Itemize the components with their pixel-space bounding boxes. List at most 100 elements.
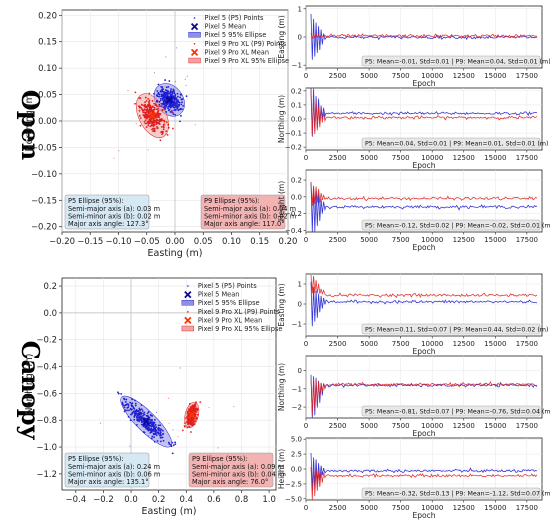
scatter-xtick-label: −0.20 xyxy=(49,237,75,247)
ts-line-p5 xyxy=(310,87,538,137)
ts-line-p9 xyxy=(310,181,538,206)
point xyxy=(145,126,148,128)
point xyxy=(150,431,153,434)
point xyxy=(146,108,149,111)
stats-box-text: P5: Mean=-0.12, Std=0.02 | P9: Mean=-0.0… xyxy=(365,222,550,229)
point xyxy=(138,420,141,423)
ts-xtick-label: 17500 xyxy=(516,154,538,162)
point xyxy=(181,429,184,432)
ts-xlabel: Epoch xyxy=(413,347,436,356)
point-outlier xyxy=(168,422,170,424)
legend-entry: Pixel 5 95% Ellipse xyxy=(198,299,260,307)
point-outlier xyxy=(177,435,179,438)
ts-line-p9 xyxy=(310,274,538,299)
stats-box-text: P5: Mean=0.11, Std=0.07 | P9: Mean=0.44,… xyxy=(365,326,548,333)
ts-xtick-label: 5000 xyxy=(360,340,378,348)
scatter-ytick-label: 0.00 xyxy=(38,117,57,127)
point xyxy=(162,130,164,133)
point xyxy=(136,423,138,426)
info-box-line: Semi-major axis (a): 0.03 m xyxy=(68,205,160,213)
ts-line-p9 xyxy=(310,91,538,136)
point xyxy=(157,112,160,115)
ts-line-p5 xyxy=(310,374,538,419)
point xyxy=(171,452,174,455)
point xyxy=(174,109,177,111)
point xyxy=(140,106,142,109)
point xyxy=(166,133,169,136)
point xyxy=(196,409,199,412)
legend-entry: Pixel 9 Pro XL Mean xyxy=(198,316,262,324)
point xyxy=(194,403,196,406)
ts-ytick-label: −0.2 xyxy=(285,144,302,152)
ts-xtick-label: 2500 xyxy=(329,154,347,162)
point xyxy=(148,92,151,95)
point xyxy=(153,102,156,105)
point xyxy=(149,109,152,112)
ts-xtick-label: 7500 xyxy=(392,340,410,348)
point xyxy=(176,95,179,98)
ts-xtick-label: 12500 xyxy=(453,154,475,162)
point xyxy=(162,102,165,105)
point-outlier xyxy=(179,367,181,369)
charts-layer: −0.20 −0.15 −0.10 −0.05 0.00 0.05 0.10 0.15 0.20… xyxy=(24,5,550,520)
ts-xtick-label: 2500 xyxy=(329,422,347,430)
ts-ytick-label: 0.2 xyxy=(291,87,302,95)
point xyxy=(158,95,161,98)
point xyxy=(120,393,123,395)
point xyxy=(146,104,149,106)
point xyxy=(155,114,157,117)
scatter-ytick-label: −0.6 xyxy=(36,389,57,399)
ts-line-p5 xyxy=(310,452,538,491)
point xyxy=(163,103,166,106)
point xyxy=(176,106,179,109)
timeseries-northing-canopy: 0 2500 5000 7500 10000 12500 15000 17500 −2 −1 0 P5… xyxy=(277,355,550,438)
point xyxy=(140,421,143,424)
ts-ytick-label: −2 xyxy=(292,404,302,412)
legend-point-swatch xyxy=(193,17,196,19)
point xyxy=(178,101,180,104)
legend-mean-swatch xyxy=(190,22,199,31)
scatter-xtick-label: 0.20 xyxy=(279,237,298,247)
point xyxy=(139,97,142,99)
section-label-open: Open xyxy=(16,90,45,160)
scatter-ytick-label: −0.2 xyxy=(36,336,57,346)
ellipse-info-box-p5: P5 Ellipse (95%):Semi-major axis (a): 0.… xyxy=(64,194,160,230)
point xyxy=(139,124,142,127)
ts-ytick-label: 0.2 xyxy=(291,177,302,185)
ts-xtick-label: 10000 xyxy=(421,504,443,512)
ellipse-info-box-p9: P9 Ellipse (95%):Semi-major axis (a): 0.… xyxy=(200,194,296,230)
ts-ytick-label: 0 xyxy=(298,301,302,309)
point xyxy=(154,432,157,435)
ts-xtick-label: 12500 xyxy=(453,72,475,80)
point-outlier xyxy=(186,75,188,77)
point xyxy=(151,435,154,438)
legend-ellipse-swatch xyxy=(181,300,195,306)
point xyxy=(153,429,156,432)
point xyxy=(170,111,173,114)
point xyxy=(156,440,159,442)
point xyxy=(141,109,144,112)
point xyxy=(165,102,168,105)
point xyxy=(183,425,186,427)
point xyxy=(156,90,159,92)
point xyxy=(142,413,145,415)
stats-box-text: P5: Mean=0.04, Std=0.01 | P9: Mean=0.01,… xyxy=(365,140,548,147)
ts-xtick-label: 0 xyxy=(304,340,308,348)
point xyxy=(148,101,151,104)
point xyxy=(163,105,166,108)
ts-xtick-label: 5000 xyxy=(360,236,378,244)
legend-entry: Pixel 9 Pro XL (P9) Points xyxy=(205,40,287,48)
point xyxy=(164,100,166,103)
point xyxy=(150,120,153,123)
point xyxy=(159,90,162,92)
point xyxy=(175,104,178,107)
point xyxy=(147,112,150,115)
point xyxy=(127,415,130,418)
point xyxy=(153,418,156,421)
ts-xtick-label: 7500 xyxy=(392,236,410,244)
ts-line-p9 xyxy=(310,378,538,416)
point-outlier xyxy=(147,435,149,437)
point xyxy=(151,128,153,131)
point xyxy=(159,433,162,435)
info-box-line: Semi-minor axis (b): 0.02 m xyxy=(68,213,160,221)
